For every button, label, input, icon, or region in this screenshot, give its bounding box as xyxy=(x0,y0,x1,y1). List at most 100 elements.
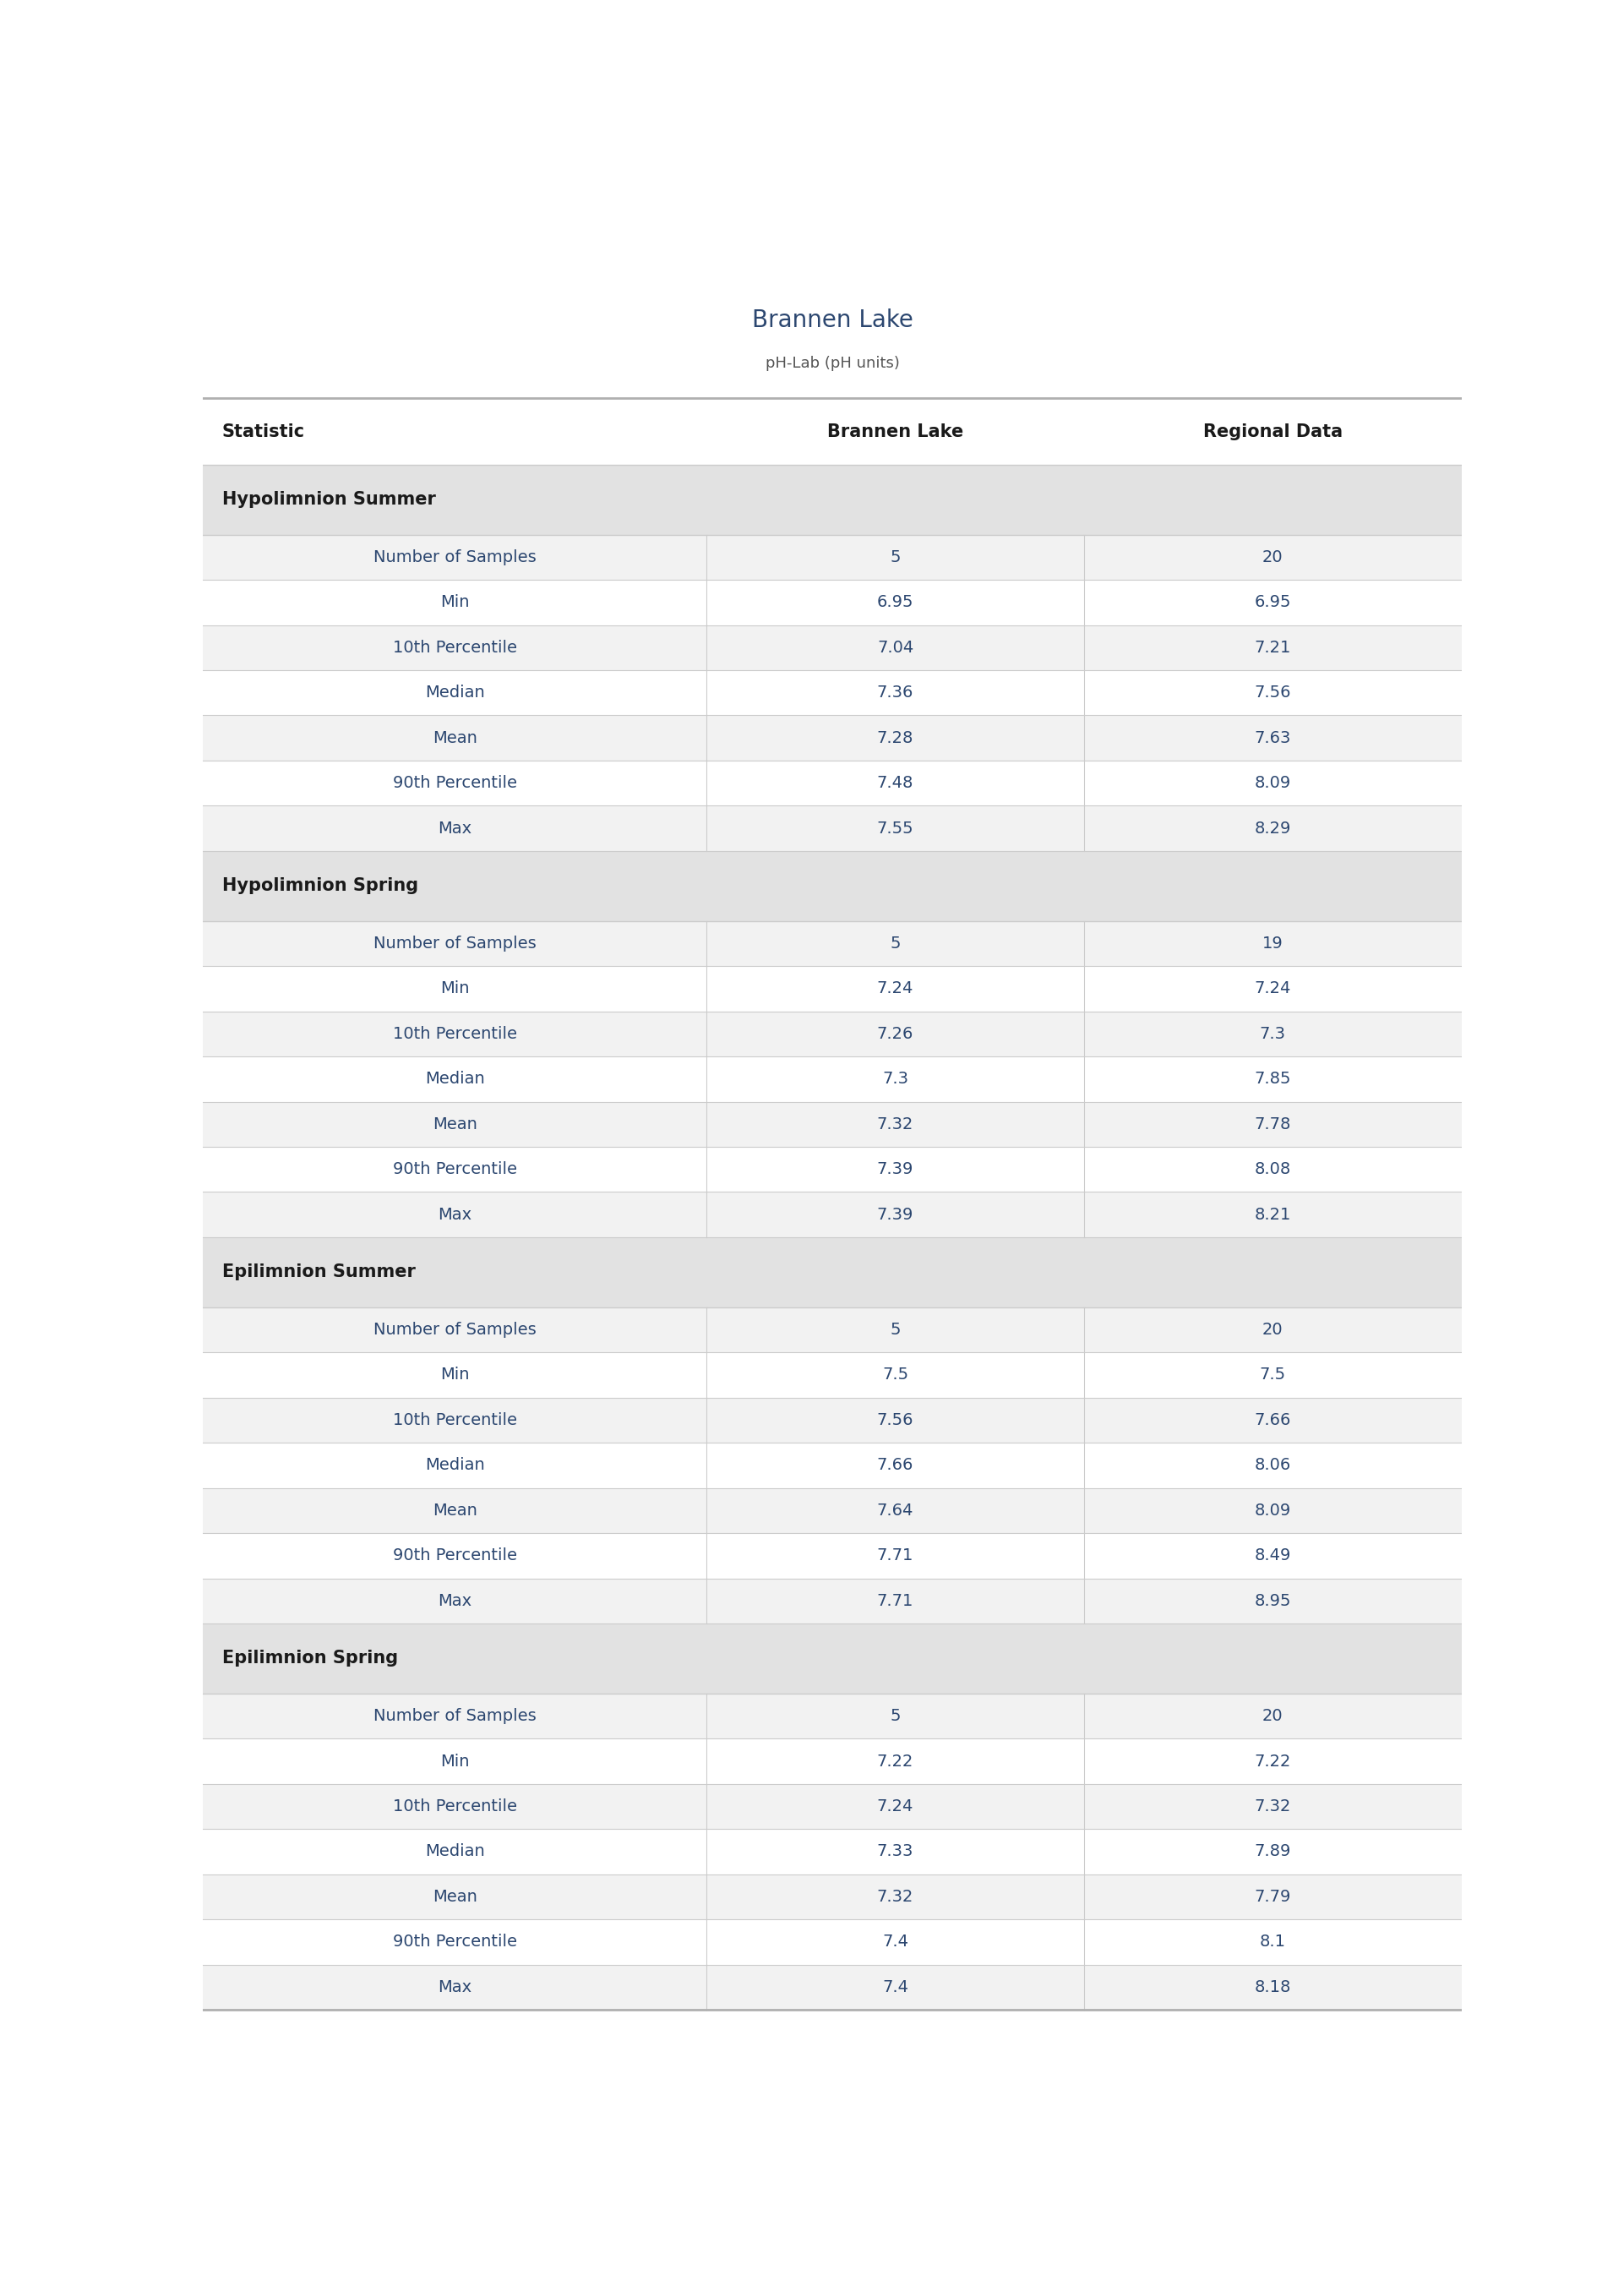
Text: 7.63: 7.63 xyxy=(1254,731,1291,747)
Text: 8.06: 8.06 xyxy=(1254,1457,1291,1473)
Bar xyxy=(203,465,1462,536)
Text: 7.71: 7.71 xyxy=(877,1548,914,1564)
Text: Min: Min xyxy=(440,1752,469,1768)
Text: 7.26: 7.26 xyxy=(877,1026,914,1042)
Text: 7.4: 7.4 xyxy=(882,1934,908,1950)
Bar xyxy=(203,624,1462,670)
Bar xyxy=(203,670,1462,715)
Text: 20: 20 xyxy=(1262,1321,1283,1337)
Bar xyxy=(203,397,1462,465)
Text: 20: 20 xyxy=(1262,1707,1283,1725)
Text: Number of Samples: Number of Samples xyxy=(374,1321,536,1337)
Text: 7.24: 7.24 xyxy=(1254,981,1291,997)
Text: 7.24: 7.24 xyxy=(877,981,914,997)
Text: 7.3: 7.3 xyxy=(882,1071,908,1087)
Bar xyxy=(203,1920,1462,1964)
Text: Number of Samples: Number of Samples xyxy=(374,549,536,565)
Bar xyxy=(203,1101,1462,1146)
Text: 7.32: 7.32 xyxy=(1254,1798,1291,1814)
Bar xyxy=(203,1830,1462,1875)
Bar xyxy=(203,1532,1462,1578)
Text: 10th Percentile: 10th Percentile xyxy=(393,1412,516,1428)
Text: 90th Percentile: 90th Percentile xyxy=(393,1162,516,1178)
Text: pH-Lab (pH units): pH-Lab (pH units) xyxy=(765,356,900,370)
Text: 7.78: 7.78 xyxy=(1254,1117,1291,1133)
Text: Epilimnion Summer: Epilimnion Summer xyxy=(222,1264,416,1280)
Text: Regional Data: Regional Data xyxy=(1203,422,1343,440)
Text: Median: Median xyxy=(425,1457,484,1473)
Text: 8.09: 8.09 xyxy=(1254,774,1291,792)
Text: 7.24: 7.24 xyxy=(877,1798,914,1814)
Text: 8.29: 8.29 xyxy=(1254,819,1291,835)
Text: Median: Median xyxy=(425,1843,484,1859)
Text: 7.64: 7.64 xyxy=(877,1503,914,1519)
Text: 7.22: 7.22 xyxy=(1254,1752,1291,1768)
Bar xyxy=(203,1353,1462,1398)
Text: Brannen Lake: Brannen Lake xyxy=(827,422,963,440)
Bar xyxy=(203,1875,1462,1920)
Text: 7.71: 7.71 xyxy=(877,1594,914,1609)
Bar xyxy=(203,1010,1462,1056)
Text: 7.4: 7.4 xyxy=(882,1979,908,1995)
Text: 7.32: 7.32 xyxy=(877,1889,914,1905)
Text: 7.36: 7.36 xyxy=(877,686,914,701)
Text: Max: Max xyxy=(438,1208,471,1224)
Bar xyxy=(203,1444,1462,1487)
Text: 5: 5 xyxy=(890,1321,901,1337)
Text: 20: 20 xyxy=(1262,549,1283,565)
Text: 7.04: 7.04 xyxy=(877,640,914,656)
Text: 7.55: 7.55 xyxy=(877,819,914,835)
Text: Number of Samples: Number of Samples xyxy=(374,935,536,951)
Text: 90th Percentile: 90th Percentile xyxy=(393,774,516,792)
Bar xyxy=(203,1578,1462,1623)
Text: Min: Min xyxy=(440,981,469,997)
Text: Min: Min xyxy=(440,595,469,611)
Text: Max: Max xyxy=(438,819,471,835)
Text: 8.18: 8.18 xyxy=(1254,1979,1291,1995)
Text: 10th Percentile: 10th Percentile xyxy=(393,1026,516,1042)
Text: 7.3: 7.3 xyxy=(1260,1026,1286,1042)
Bar xyxy=(203,851,1462,922)
Bar xyxy=(203,579,1462,624)
Text: 6.95: 6.95 xyxy=(1254,595,1291,611)
Bar xyxy=(203,1739,1462,1784)
Text: 7.5: 7.5 xyxy=(882,1367,908,1382)
Text: 7.22: 7.22 xyxy=(877,1752,914,1768)
Text: Epilimnion Spring: Epilimnion Spring xyxy=(222,1650,398,1666)
Bar xyxy=(203,715,1462,760)
Text: Max: Max xyxy=(438,1979,471,1995)
Text: Hypolimnion Summer: Hypolimnion Summer xyxy=(222,490,435,508)
Bar xyxy=(203,1487,1462,1532)
Text: Statistic: Statistic xyxy=(222,422,305,440)
Text: 7.79: 7.79 xyxy=(1254,1889,1291,1905)
Text: Mean: Mean xyxy=(432,731,477,747)
Text: 7.85: 7.85 xyxy=(1254,1071,1291,1087)
Text: 7.66: 7.66 xyxy=(877,1457,914,1473)
Text: 7.48: 7.48 xyxy=(877,774,914,792)
Text: 10th Percentile: 10th Percentile xyxy=(393,1798,516,1814)
Text: 8.1: 8.1 xyxy=(1260,1934,1286,1950)
Text: 5: 5 xyxy=(890,1707,901,1725)
Text: Median: Median xyxy=(425,686,484,701)
Text: 5: 5 xyxy=(890,549,901,565)
Bar xyxy=(203,922,1462,967)
Text: 7.39: 7.39 xyxy=(877,1208,914,1224)
Text: 7.39: 7.39 xyxy=(877,1162,914,1178)
Bar xyxy=(203,806,1462,851)
Text: Mean: Mean xyxy=(432,1117,477,1133)
Text: 7.5: 7.5 xyxy=(1260,1367,1286,1382)
Text: 7.21: 7.21 xyxy=(1254,640,1291,656)
Text: Max: Max xyxy=(438,1594,471,1609)
Bar xyxy=(203,1237,1462,1308)
Text: 7.28: 7.28 xyxy=(877,731,914,747)
Text: 7.56: 7.56 xyxy=(1254,686,1291,701)
Text: Median: Median xyxy=(425,1071,484,1087)
Text: 7.89: 7.89 xyxy=(1254,1843,1291,1859)
Text: 7.33: 7.33 xyxy=(877,1843,914,1859)
Text: 8.95: 8.95 xyxy=(1254,1594,1291,1609)
Bar xyxy=(203,536,1462,579)
Bar xyxy=(203,967,1462,1010)
Text: 7.32: 7.32 xyxy=(877,1117,914,1133)
Text: 8.09: 8.09 xyxy=(1254,1503,1291,1519)
Text: Mean: Mean xyxy=(432,1889,477,1905)
